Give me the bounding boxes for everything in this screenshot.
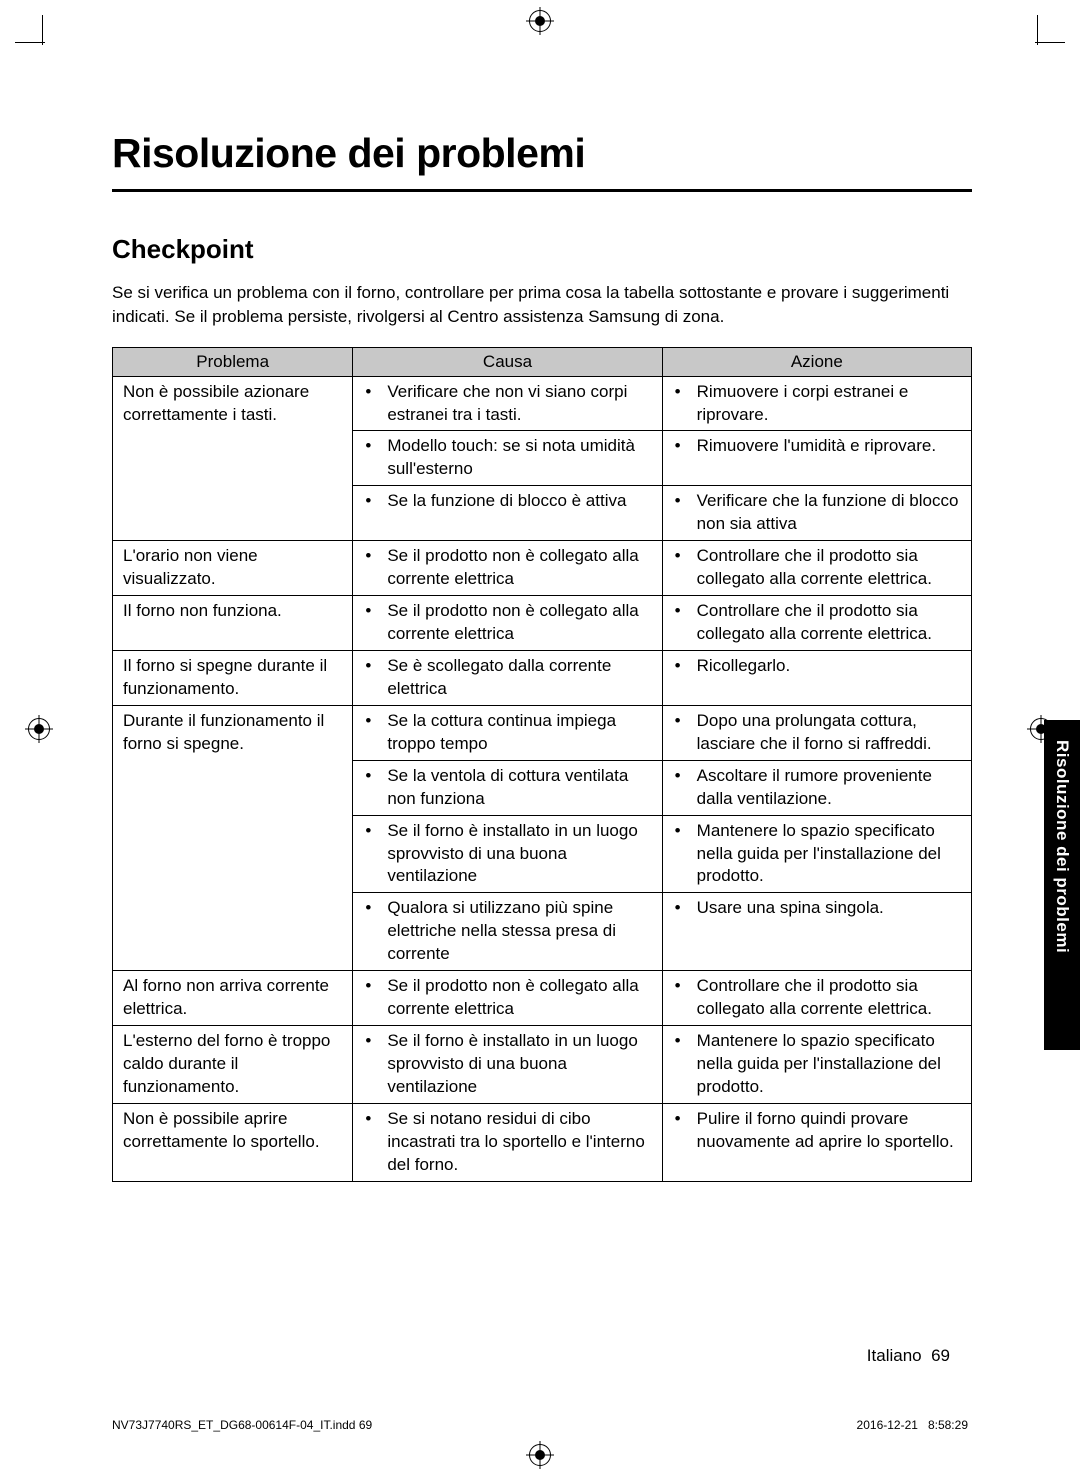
crop-mark	[1035, 42, 1065, 43]
table-header-azione: Azione	[662, 347, 971, 376]
cell-azione: •Ricollegarlo.	[662, 650, 971, 705]
cell-azione: •Dopo una prolungata cottura, lasciare c…	[662, 705, 971, 760]
table-header-causa: Causa	[353, 347, 662, 376]
footer-page-number: Italiano 69	[867, 1346, 950, 1366]
page-title: Risoluzione dei problemi	[112, 130, 972, 192]
footer-timestamp: 2016-12-21 8:58:29	[857, 1418, 968, 1432]
footer-language: Italiano	[867, 1346, 922, 1365]
page-content: Risoluzione dei problemi Checkpoint Se s…	[112, 130, 972, 1182]
cell-problema: Il forno non funziona.	[113, 596, 353, 651]
cell-azione: •Controllare che il prodotto sia collega…	[662, 596, 971, 651]
cell-azione: •Rimuovere l'umidità e riprovare.	[662, 431, 971, 486]
registration-mark	[28, 718, 50, 740]
cell-causa: •Se la ventola di cottura ventilata non …	[353, 760, 662, 815]
cell-azione: •Controllare che il prodotto sia collega…	[662, 971, 971, 1026]
cell-causa: •Se si notano residui di cibo incastrati…	[353, 1103, 662, 1181]
section-heading: Checkpoint	[112, 234, 972, 265]
cell-causa: •Se il prodotto non è collegato alla cor…	[353, 596, 662, 651]
cell-causa: •Se il prodotto non è collegato alla cor…	[353, 541, 662, 596]
table-row: Il forno non funziona.•Se il prodotto no…	[113, 596, 972, 651]
cell-azione: •Controllare che il prodotto sia collega…	[662, 541, 971, 596]
table-row: Il forno si spegne durante il funzioname…	[113, 650, 972, 705]
table-row: L'orario non viene visualizzato.•Se il p…	[113, 541, 972, 596]
table-row: Al forno non arriva corrente elettrica.•…	[113, 971, 972, 1026]
footer-filename: NV73J7740RS_ET_DG68-00614F-04_IT.indd 69	[112, 1418, 372, 1432]
cell-causa: •Se il prodotto non è collegato alla cor…	[353, 971, 662, 1026]
registration-mark	[529, 10, 551, 32]
cell-causa: •Se la funzione di blocco è attiva	[353, 486, 662, 541]
intro-paragraph: Se si verifica un problema con il forno,…	[112, 281, 972, 329]
cell-problema: Il forno si spegne durante il funzioname…	[113, 650, 353, 705]
cell-causa: •Se la cottura continua impiega troppo t…	[353, 705, 662, 760]
cell-azione: •Verificare che la funzione di blocco no…	[662, 486, 971, 541]
cell-problema: Non è possibile azionare correttamente i…	[113, 376, 353, 541]
table-header-problema: Problema	[113, 347, 353, 376]
table-row: L'esterno del forno è troppo caldo duran…	[113, 1026, 972, 1104]
registration-mark	[529, 1444, 551, 1466]
cell-azione: •Mantenere lo spazio specificato nella g…	[662, 815, 971, 893]
troubleshooting-table: Problema Causa Azione Non è possibile az…	[112, 347, 972, 1182]
cell-causa: •Se è scollegato dalla corrente elettric…	[353, 650, 662, 705]
cell-azione: •Pulire il forno quindi provare nuovamen…	[662, 1103, 971, 1181]
crop-mark	[1037, 15, 1038, 45]
cell-causa: •Qualora si utilizzano più spine elettri…	[353, 893, 662, 971]
cell-problema: Durante il funzionamento il forno si spe…	[113, 705, 353, 970]
cell-azione: •Rimuovere i corpi estranei e riprovare.	[662, 376, 971, 431]
cell-azione: •Usare una spina singola.	[662, 893, 971, 971]
cell-causa: •Se il forno è installato in un luogo sp…	[353, 815, 662, 893]
cell-problema: Non è possibile aprire correttamente lo …	[113, 1103, 353, 1181]
cell-azione: •Mantenere lo spazio specificato nella g…	[662, 1026, 971, 1104]
cell-problema: L'orario non viene visualizzato.	[113, 541, 353, 596]
table-row: Non è possibile azionare correttamente i…	[113, 376, 972, 431]
crop-mark	[42, 15, 43, 45]
side-tab: Risoluzione dei problemi	[1044, 720, 1080, 1050]
cell-causa: •Verificare che non vi siano corpi estra…	[353, 376, 662, 431]
cell-causa: •Se il forno è installato in un luogo sp…	[353, 1026, 662, 1104]
cell-azione: •Ascoltare il rumore proveniente dalla v…	[662, 760, 971, 815]
cell-problema: Al forno non arriva corrente elettrica.	[113, 971, 353, 1026]
cell-problema: L'esterno del forno è troppo caldo duran…	[113, 1026, 353, 1104]
crop-mark	[15, 42, 45, 43]
table-row: Non è possibile aprire correttamente lo …	[113, 1103, 972, 1181]
side-tab-label: Risoluzione dei problemi	[1052, 740, 1072, 953]
cell-causa: •Modello touch: se si nota umidità sull'…	[353, 431, 662, 486]
table-row: Durante il funzionamento il forno si spe…	[113, 705, 972, 760]
footer-page: 69	[931, 1346, 950, 1365]
